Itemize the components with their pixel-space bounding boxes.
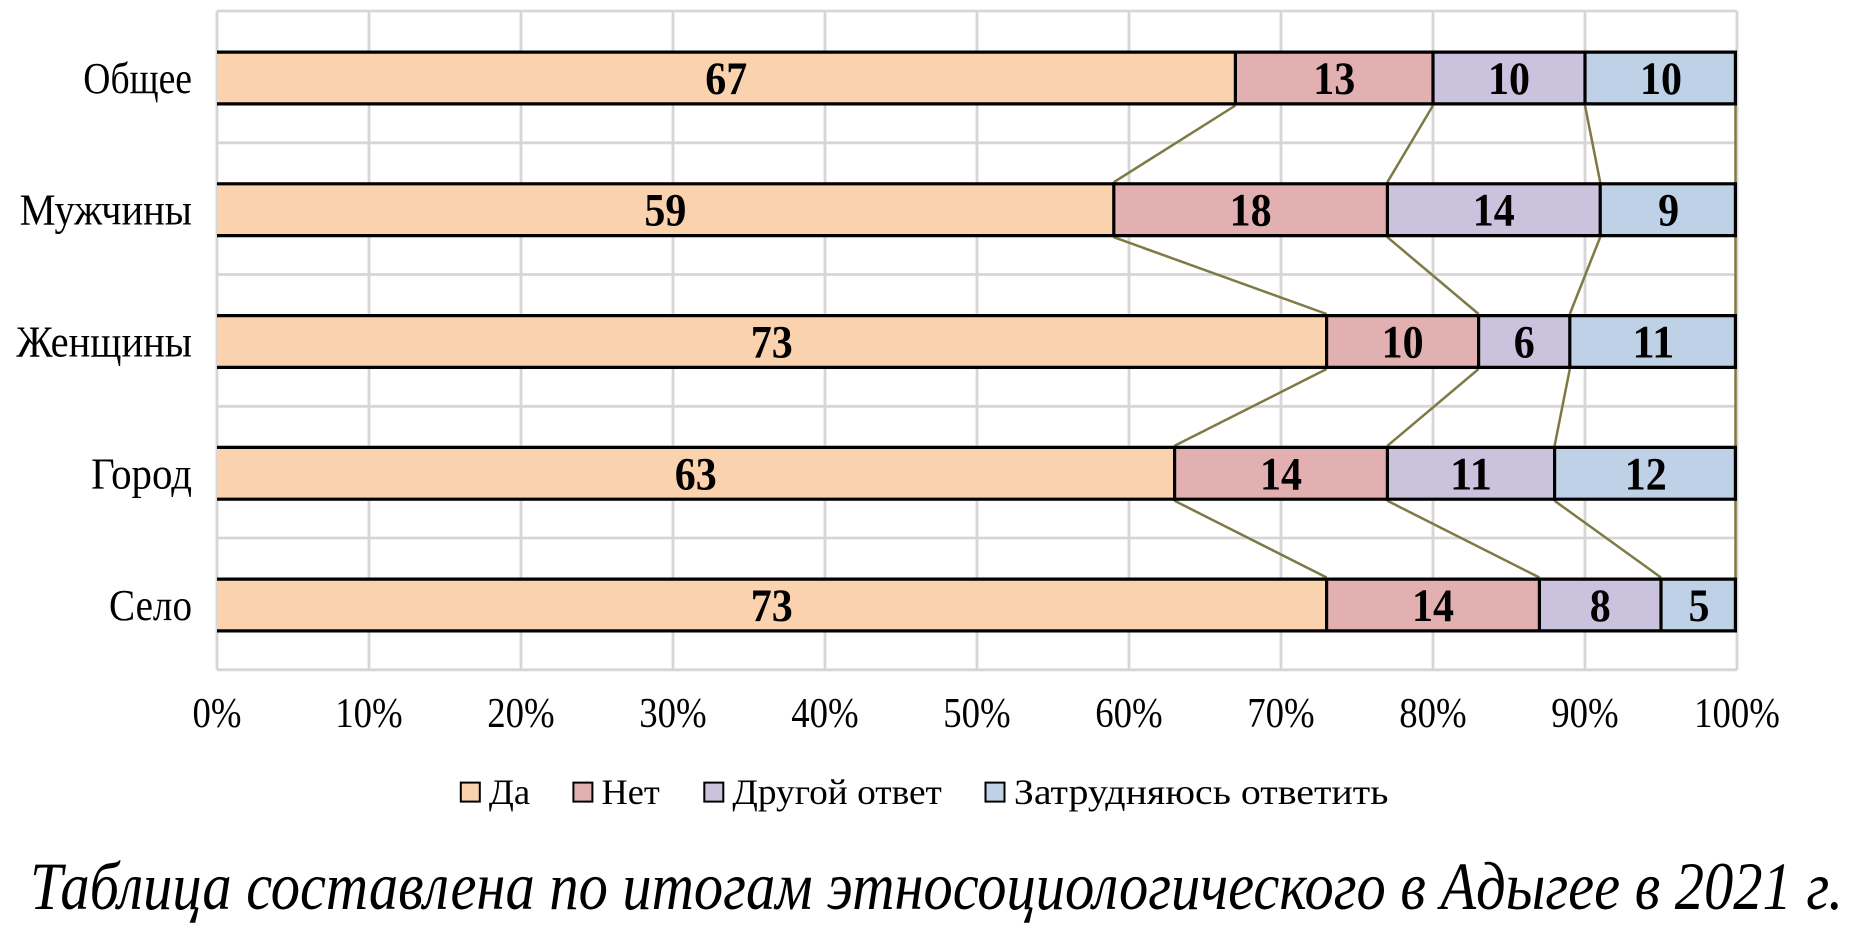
svg-text:5: 5	[1689, 580, 1710, 632]
svg-text:18: 18	[1230, 185, 1272, 237]
svg-text:10: 10	[1640, 53, 1682, 105]
svg-text:73: 73	[751, 580, 793, 632]
svg-text:Да: Да	[489, 772, 530, 812]
svg-text:Таблица составлена по итогам э: Таблица составлена по итогам этносоциоло…	[30, 848, 1843, 924]
svg-text:Мужчины: Мужчины	[20, 186, 192, 235]
svg-text:60%: 60%	[1095, 691, 1162, 737]
svg-text:Женщины: Женщины	[16, 318, 192, 367]
svg-text:40%: 40%	[791, 691, 858, 737]
svg-text:Город: Город	[91, 449, 192, 498]
svg-text:50%: 50%	[943, 691, 1010, 737]
svg-text:6: 6	[1514, 317, 1535, 369]
svg-text:0%: 0%	[193, 691, 242, 737]
svg-text:Нет: Нет	[602, 772, 660, 812]
svg-text:80%: 80%	[1399, 691, 1466, 737]
svg-text:10: 10	[1382, 317, 1424, 369]
svg-text:90%: 90%	[1551, 691, 1618, 737]
svg-text:67: 67	[705, 53, 747, 105]
svg-text:8: 8	[1590, 580, 1611, 632]
svg-text:11: 11	[1632, 317, 1674, 369]
svg-text:20%: 20%	[487, 691, 554, 737]
svg-text:73: 73	[751, 317, 793, 369]
svg-text:9: 9	[1658, 185, 1679, 237]
svg-text:Другой ответ: Другой ответ	[732, 772, 942, 812]
svg-text:70%: 70%	[1247, 691, 1314, 737]
svg-text:14: 14	[1473, 185, 1515, 237]
svg-text:10%: 10%	[335, 691, 402, 737]
svg-text:14: 14	[1260, 448, 1302, 500]
svg-text:11: 11	[1450, 448, 1492, 500]
svg-text:12: 12	[1625, 448, 1667, 500]
svg-text:30%: 30%	[639, 691, 706, 737]
svg-text:100%: 100%	[1694, 691, 1780, 737]
svg-text:13: 13	[1313, 53, 1355, 105]
svg-text:59: 59	[644, 185, 686, 237]
svg-text:63: 63	[675, 448, 717, 500]
svg-text:Село: Село	[109, 581, 192, 630]
svg-text:10: 10	[1488, 53, 1530, 105]
svg-text:Общее: Общее	[83, 54, 192, 103]
svg-text:14: 14	[1412, 580, 1454, 632]
svg-text:Затрудняюсь ответить: Затрудняюсь ответить	[1014, 772, 1389, 812]
